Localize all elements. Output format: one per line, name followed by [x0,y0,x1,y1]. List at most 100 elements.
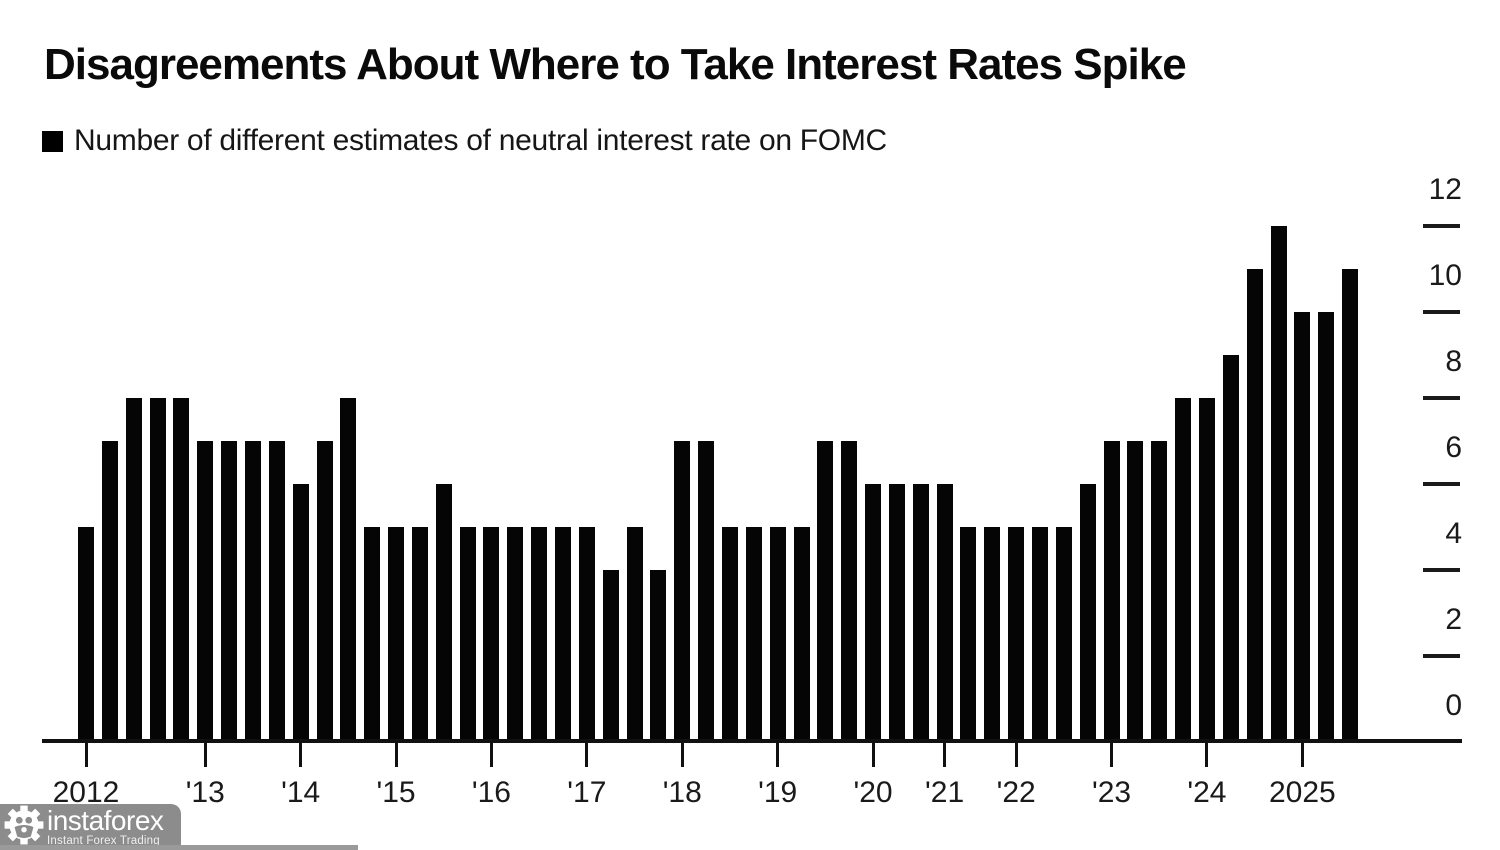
x-axis-tick [489,743,493,767]
x-axis-year-label: '13 [185,776,225,809]
bar [317,441,333,742]
bar [1008,527,1024,742]
x-axis-tick [1110,743,1114,767]
chart-title: Disagreements About Where to Take Intere… [44,40,1187,89]
y-axis-label: 4 [1445,517,1462,550]
bar [507,527,523,742]
bar [1318,312,1334,742]
x-axis-tick [680,743,684,767]
bar [960,527,976,742]
y-axis-tick [1423,654,1460,658]
bar [937,484,953,742]
bar [865,484,881,742]
y-axis-label: 2 [1445,603,1462,636]
bar [1342,269,1358,742]
x-axis-year-label: 2012 [52,776,120,809]
watermark-brand: instaforex [47,804,164,836]
bar [984,527,1000,742]
bar [1127,441,1143,742]
bar [364,527,380,742]
bar [245,441,261,742]
x-axis-year-label: '19 [758,776,798,809]
bar [722,527,738,742]
x-axis-tick [585,743,589,767]
bar [412,527,428,742]
x-axis-tick [1205,743,1209,767]
bar [1080,484,1096,742]
bar [1151,441,1167,742]
x-axis-tick [299,743,303,767]
bar [579,527,595,742]
legend-swatch-icon [42,130,63,152]
bar [388,527,404,742]
bar [603,570,619,742]
bar [460,527,476,742]
bar [674,441,690,742]
y-axis-label: 8 [1445,345,1462,378]
x-axis-tick [394,743,398,767]
bar [197,441,213,742]
x-axis-year-label: '16 [471,776,511,809]
x-axis-year-label: '24 [1187,776,1227,809]
x-axis-tick [1300,743,1304,767]
watermark: instaforex Instant Forex Trading [0,804,181,850]
watermark-tagline: Instant Forex Trading [47,834,160,847]
bar [555,527,571,742]
y-axis-tick [1423,482,1460,486]
bar [1056,527,1072,742]
x-axis-year-label: '15 [376,776,416,809]
y-axis-tick [1423,568,1460,572]
y-axis-tick [1423,224,1460,228]
bar [817,441,833,742]
x-axis-tick [776,743,780,767]
legend: Number of different estimates of neutral… [42,124,887,158]
x-axis-year-label: '14 [281,776,321,809]
x-axis-tick [943,743,947,767]
bar [1104,441,1120,742]
bar [531,527,547,742]
bar [102,441,118,742]
bar [150,398,166,742]
bar [1247,269,1263,742]
bar [1032,527,1048,742]
x-axis-year-label: '20 [853,776,893,809]
x-axis-tick [1014,743,1018,767]
bar [698,441,714,742]
x-axis-year-label: '18 [662,776,702,809]
y-axis-label: 12 [1428,173,1462,206]
bar [1271,226,1287,742]
instaforex-gear-icon [3,804,45,850]
bar [746,527,762,742]
y-axis-label: 10 [1428,259,1462,292]
y-axis-label: 6 [1445,431,1462,464]
x-axis-tick [203,743,207,767]
x-axis-line [42,739,1462,743]
bar [841,441,857,742]
bar [650,570,666,742]
bar [293,484,309,742]
bar [78,527,94,742]
bar [269,441,285,742]
x-axis-year-label: '22 [996,776,1036,809]
x-axis-year-label: 2025 [1268,776,1336,809]
bar [889,484,905,742]
bar [770,527,786,742]
y-axis-tick [1423,396,1460,400]
bar [126,398,142,742]
legend-label: Number of different estimates of neutral… [74,124,887,157]
x-axis-year-label: '23 [1091,776,1132,809]
bar [1199,398,1215,742]
bar [436,484,452,742]
bar [913,484,929,742]
y-axis-tick [1423,310,1460,314]
bar [221,441,237,742]
bar [627,527,643,742]
x-axis-tick [871,743,875,767]
x-axis-tick [84,743,88,767]
watermark-strip [0,845,358,850]
bar [340,398,356,742]
bar [794,527,810,742]
y-axis-label: 0 [1445,689,1462,722]
bar [1294,312,1310,742]
